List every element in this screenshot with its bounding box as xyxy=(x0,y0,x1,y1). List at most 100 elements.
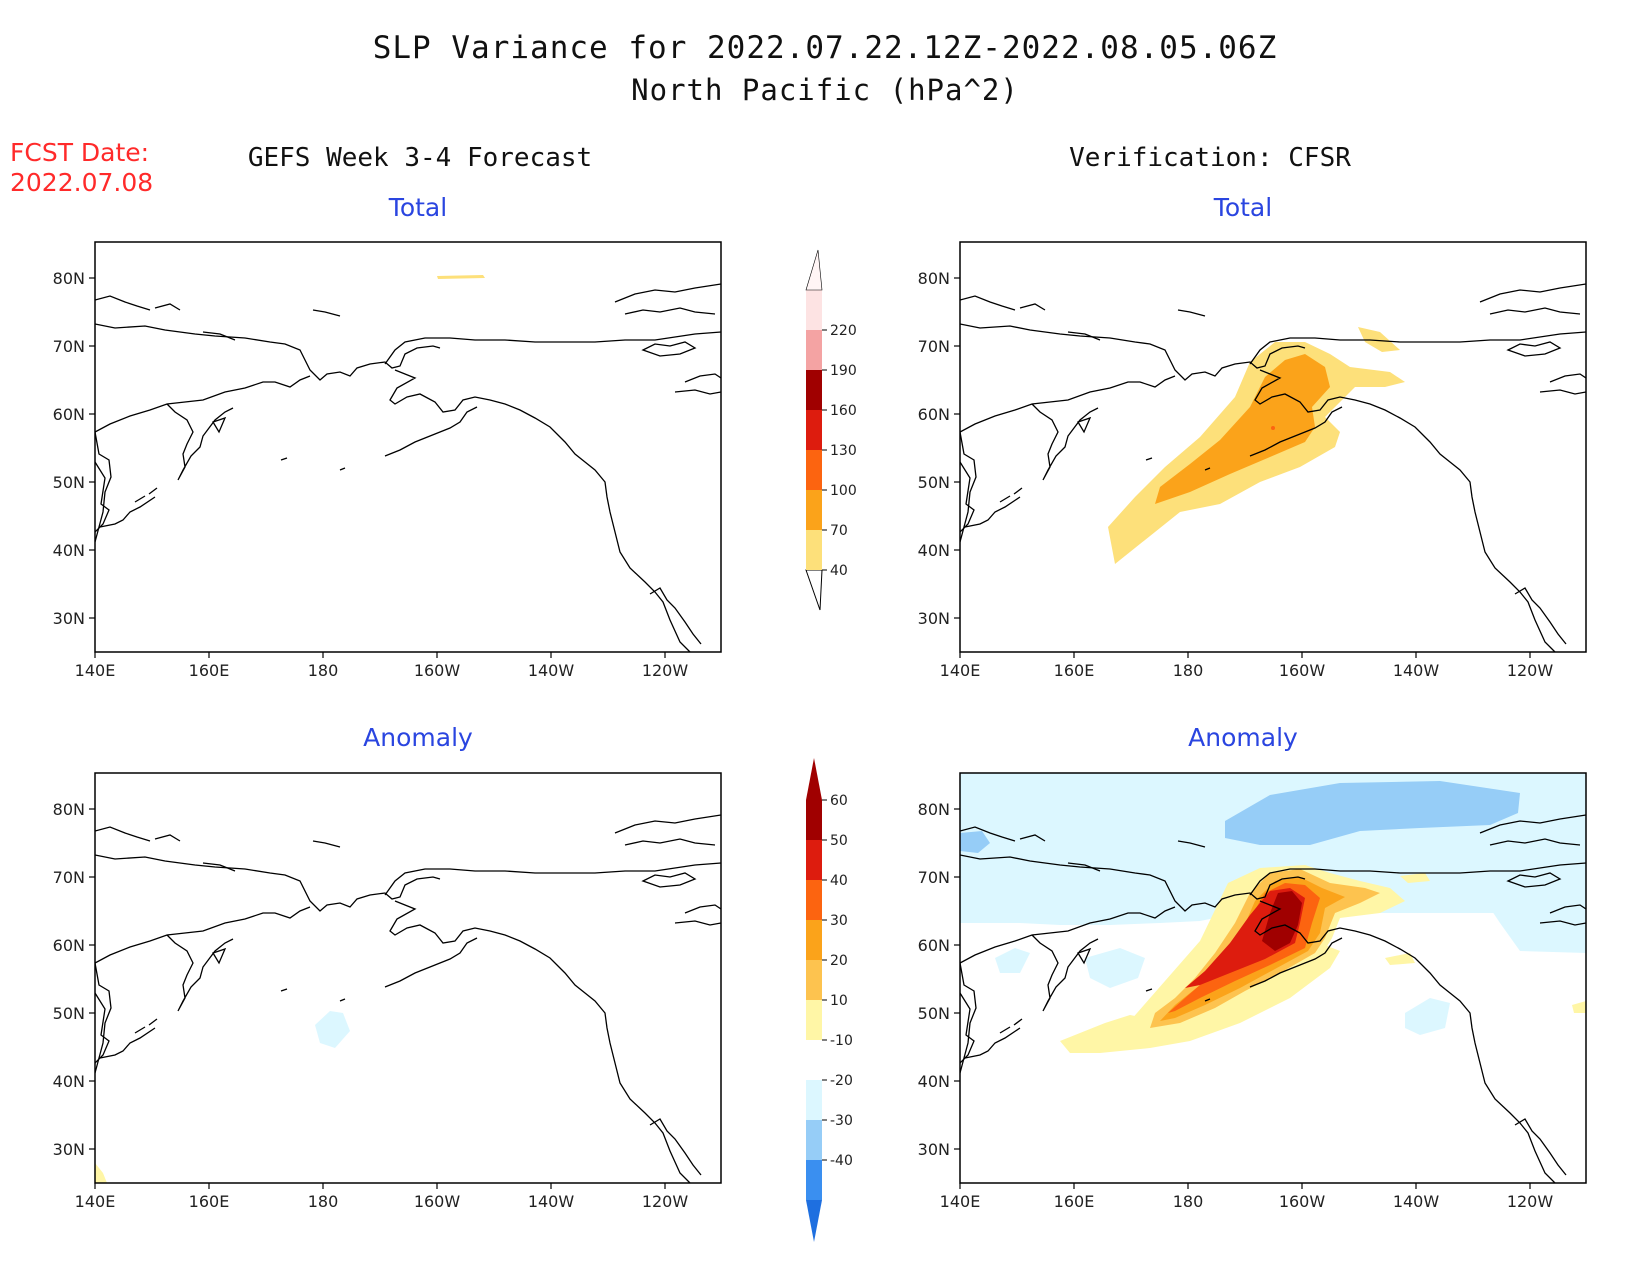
anomaly-contour xyxy=(1400,873,1430,883)
colorbar-swatch xyxy=(806,450,822,490)
colorbar-label: 50 xyxy=(830,833,848,849)
x-tick-label: 140W xyxy=(1393,1192,1440,1211)
x-tick-label: 140E xyxy=(75,1192,116,1211)
colorbar-label: 20 xyxy=(830,953,848,969)
colorbar-swatch xyxy=(806,410,822,450)
chart-title: SLP Variance for 2022.07.22.12Z-2022.08.… xyxy=(372,30,1278,66)
chart-subtitle: North Pacific (hPa^2) xyxy=(631,73,1019,107)
variance-contour xyxy=(1155,354,1330,504)
x-tick-label: 180 xyxy=(308,1192,339,1211)
y-tick-label: 50N xyxy=(918,1004,950,1023)
anomaly-contour xyxy=(960,831,990,853)
colorbar-label: 30 xyxy=(830,913,848,929)
axes-layer: 140E 160E 180 160W 140W 120W 80N 70N 60N 50N 40N 30… xyxy=(53,269,1554,1211)
x-tick-label: 120W xyxy=(642,1192,689,1211)
anomaly-contour xyxy=(1225,781,1520,845)
anomaly-contour xyxy=(1385,953,1415,965)
map-forecast-total xyxy=(94,241,722,653)
x-tick-label: 160W xyxy=(414,661,461,680)
colorbar-total: 40 70 100 130 160 190 220 xyxy=(805,249,857,611)
x-tick-label: 160E xyxy=(1054,1192,1095,1211)
y-tick-label: 40N xyxy=(918,541,950,560)
colorbar-swatch xyxy=(806,1000,822,1040)
x-tick-label: 180 xyxy=(1173,1192,1204,1211)
x-tick-label: 140W xyxy=(528,1192,575,1211)
y-tick-label: 70N xyxy=(53,868,85,887)
y-tick-label: 70N xyxy=(53,337,85,356)
colorbar-label: 160 xyxy=(830,403,857,419)
x-tick-label: 140W xyxy=(1393,661,1440,680)
y-tick-label: 40N xyxy=(918,1072,950,1091)
y-tick-label: 60N xyxy=(53,405,85,424)
y-tick-label: 80N xyxy=(918,269,950,288)
colorbar-swatch xyxy=(806,920,822,960)
colorbar-label: 220 xyxy=(830,323,857,339)
fcst-date-label: FCST Date: xyxy=(10,138,150,167)
y-tick-label: 50N xyxy=(53,473,85,492)
anomaly-contour xyxy=(1262,891,1302,951)
y-tick-label: 30N xyxy=(918,609,950,628)
x-tick-label: 140W xyxy=(528,661,575,680)
x-tick-label: 180 xyxy=(308,661,339,680)
colorbar-swatch xyxy=(806,960,822,1000)
colorbar-label: 130 xyxy=(830,443,857,459)
verification-heading: Verification: CFSR xyxy=(1069,143,1351,173)
forecast-heading: GEFS Week 3-4 Forecast xyxy=(247,143,593,173)
map-verification-total xyxy=(959,241,1587,653)
panel-label-forecast-total: Total xyxy=(388,193,448,222)
y-tick-label: 30N xyxy=(918,1140,950,1159)
fcst-date-value: 2022.07.08 xyxy=(10,168,154,197)
y-tick-label: 80N xyxy=(918,800,950,819)
x-tick-label: 180 xyxy=(1173,661,1204,680)
colorbar-swatch xyxy=(806,290,822,330)
x-tick-label: 120W xyxy=(1507,661,1554,680)
colorbar-swatch xyxy=(806,530,822,570)
panel-label-forecast-anomaly: Anomaly xyxy=(363,723,473,752)
colorbar-swatch xyxy=(806,1080,822,1120)
colorbar-swatch xyxy=(806,880,822,920)
x-tick-label: 160W xyxy=(1279,661,1326,680)
colorbar-label: -40 xyxy=(830,1153,853,1169)
x-tick-label: 120W xyxy=(1507,1192,1554,1211)
colorbar-swatch xyxy=(806,490,822,530)
y-tick-label: 50N xyxy=(918,473,950,492)
anomaly-contour xyxy=(95,1163,107,1183)
colorbar-swatch xyxy=(806,330,822,370)
colorbar-swatch xyxy=(806,800,822,840)
map-verification-anomaly xyxy=(959,772,1587,1184)
panel-label-verification-total: Total xyxy=(1213,193,1273,222)
x-tick-label: 140E xyxy=(940,1192,981,1211)
y-tick-label: 60N xyxy=(918,936,950,955)
y-tick-label: 70N xyxy=(918,337,950,356)
colorbar-swatch xyxy=(806,1040,822,1080)
colorbar-label: 40 xyxy=(830,873,848,889)
colorbar-label: 10 xyxy=(830,993,848,1009)
y-tick-label: 40N xyxy=(53,1072,85,1091)
colorbar-label: 190 xyxy=(830,363,857,379)
map-forecast-anomaly xyxy=(94,772,722,1184)
colorbar-label: 100 xyxy=(830,483,857,499)
colorbar-label: 70 xyxy=(830,523,848,539)
colorbar-swatch xyxy=(806,1120,822,1160)
y-tick-label: 60N xyxy=(918,405,950,424)
x-tick-label: 160W xyxy=(1279,1192,1326,1211)
anomaly-contour xyxy=(1405,998,1450,1035)
x-tick-label: 160E xyxy=(189,1192,230,1211)
colorbar-anomaly: 60 50 40 30 20 10 -10 -20 -30 -40 xyxy=(806,758,853,1242)
variance-contour xyxy=(1358,327,1400,352)
colorbar-label: -20 xyxy=(830,1073,853,1089)
anomaly-contour xyxy=(1572,1001,1586,1013)
y-tick-label: 60N xyxy=(53,936,85,955)
x-tick-label: 120W xyxy=(642,661,689,680)
variance-contour xyxy=(437,275,485,279)
y-tick-label: 80N xyxy=(53,269,85,288)
colorbar-label: 40 xyxy=(830,563,848,579)
anomaly-contour xyxy=(960,843,1586,953)
x-tick-label: 160E xyxy=(189,661,230,680)
colorbar-swatch xyxy=(806,370,822,410)
panel-label-verification-anomaly: Anomaly xyxy=(1188,723,1298,752)
x-tick-label: 140E xyxy=(75,661,116,680)
colorbar-label: -10 xyxy=(830,1033,853,1049)
colorbar-label: 60 xyxy=(830,793,848,809)
